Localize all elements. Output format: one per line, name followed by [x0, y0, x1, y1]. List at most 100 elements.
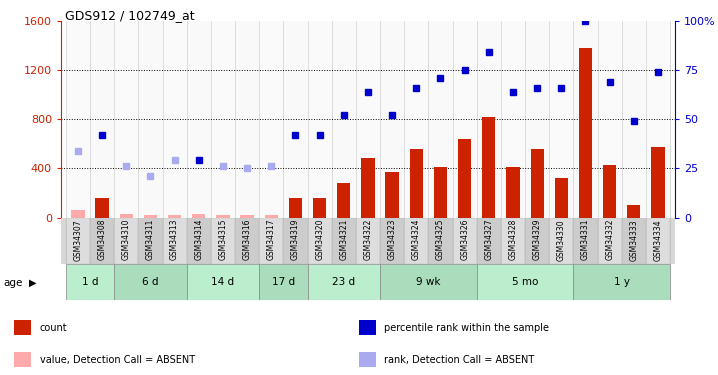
Text: GSM34317: GSM34317 [267, 219, 276, 260]
Text: 9 wk: 9 wk [416, 277, 441, 287]
Bar [531, 148, 544, 217]
Bar [90, 217, 114, 264]
Text: GSM34310: GSM34310 [122, 219, 131, 260]
Bar [410, 148, 423, 217]
Bar [66, 21, 90, 217]
Bar [265, 215, 278, 217]
Bar [168, 215, 181, 217]
Text: GSM34314: GSM34314 [195, 219, 203, 260]
Bar [628, 205, 640, 218]
Bar [162, 21, 187, 217]
Bar [356, 217, 380, 264]
Bar [549, 217, 574, 264]
Bar [380, 217, 404, 264]
Text: GDS912 / 102749_at: GDS912 / 102749_at [65, 9, 195, 22]
Bar [114, 264, 187, 300]
Bar [307, 264, 380, 300]
Bar [241, 215, 253, 217]
Bar [337, 183, 350, 218]
Text: GSM34331: GSM34331 [581, 219, 590, 260]
Bar [289, 198, 302, 217]
Bar [307, 217, 332, 264]
Bar [646, 21, 670, 217]
Bar [361, 158, 375, 218]
Bar [307, 21, 332, 217]
Bar [14, 352, 31, 368]
Bar [162, 217, 187, 264]
Bar [66, 264, 114, 300]
Text: GSM34316: GSM34316 [243, 219, 251, 260]
Text: GSM34323: GSM34323 [388, 219, 396, 260]
Bar [114, 217, 139, 264]
Bar [235, 217, 259, 264]
Bar [313, 198, 326, 217]
Bar [622, 21, 646, 217]
Text: value, Detection Call = ABSENT: value, Detection Call = ABSENT [39, 355, 195, 365]
Text: GSM34319: GSM34319 [291, 219, 300, 260]
Text: GSM34311: GSM34311 [146, 219, 155, 260]
Bar [332, 217, 356, 264]
Text: GSM34325: GSM34325 [436, 219, 445, 260]
Bar [259, 21, 284, 217]
Bar [429, 217, 452, 264]
Bar [458, 139, 471, 218]
Bar [386, 172, 398, 217]
Bar [452, 21, 477, 217]
Bar [477, 217, 501, 264]
Text: 17 d: 17 d [272, 277, 295, 287]
Text: 5 mo: 5 mo [512, 277, 538, 287]
Bar [525, 21, 549, 217]
Bar [477, 21, 501, 217]
Text: GSM34324: GSM34324 [412, 219, 421, 260]
Bar [259, 264, 307, 300]
Bar [597, 217, 622, 264]
Bar [404, 217, 429, 264]
Bar [603, 165, 616, 218]
Bar [574, 264, 670, 300]
Bar [359, 320, 376, 336]
Text: percentile rank within the sample: percentile rank within the sample [384, 323, 549, 333]
Text: GSM34307: GSM34307 [73, 219, 83, 261]
Bar [71, 210, 85, 218]
Bar [120, 214, 133, 217]
Text: 1 y: 1 y [614, 277, 630, 287]
Text: GSM34333: GSM34333 [630, 219, 638, 261]
Text: GSM34334: GSM34334 [653, 219, 663, 261]
Bar [574, 217, 597, 264]
Text: 23 d: 23 d [332, 277, 355, 287]
Bar [646, 217, 670, 264]
Text: count: count [39, 323, 67, 333]
Text: GSM34328: GSM34328 [508, 219, 518, 260]
Text: GSM34327: GSM34327 [485, 219, 493, 260]
Bar [501, 217, 525, 264]
Text: GSM34308: GSM34308 [98, 219, 106, 260]
Bar [622, 217, 646, 264]
Bar [359, 352, 376, 368]
Bar [574, 21, 597, 217]
Bar [549, 21, 574, 217]
Bar [482, 117, 495, 218]
Bar [66, 217, 90, 264]
Bar [429, 21, 452, 217]
Bar [434, 167, 447, 218]
Bar [187, 21, 211, 217]
Bar [477, 264, 574, 300]
Bar [356, 21, 380, 217]
Bar [332, 21, 356, 217]
Bar [187, 217, 211, 264]
Text: GSM34329: GSM34329 [533, 219, 541, 260]
Bar [90, 21, 114, 217]
Bar [211, 217, 235, 264]
Bar [259, 217, 284, 264]
Bar [525, 217, 549, 264]
Bar [284, 21, 307, 217]
Bar [501, 21, 525, 217]
Text: GSM34326: GSM34326 [460, 219, 469, 260]
Bar [144, 215, 157, 217]
Text: rank, Detection Call = ABSENT: rank, Detection Call = ABSENT [384, 355, 535, 365]
Bar [139, 21, 162, 217]
Bar [235, 21, 259, 217]
Text: age: age [4, 278, 23, 288]
Text: GSM34321: GSM34321 [340, 219, 348, 260]
Bar [187, 264, 259, 300]
